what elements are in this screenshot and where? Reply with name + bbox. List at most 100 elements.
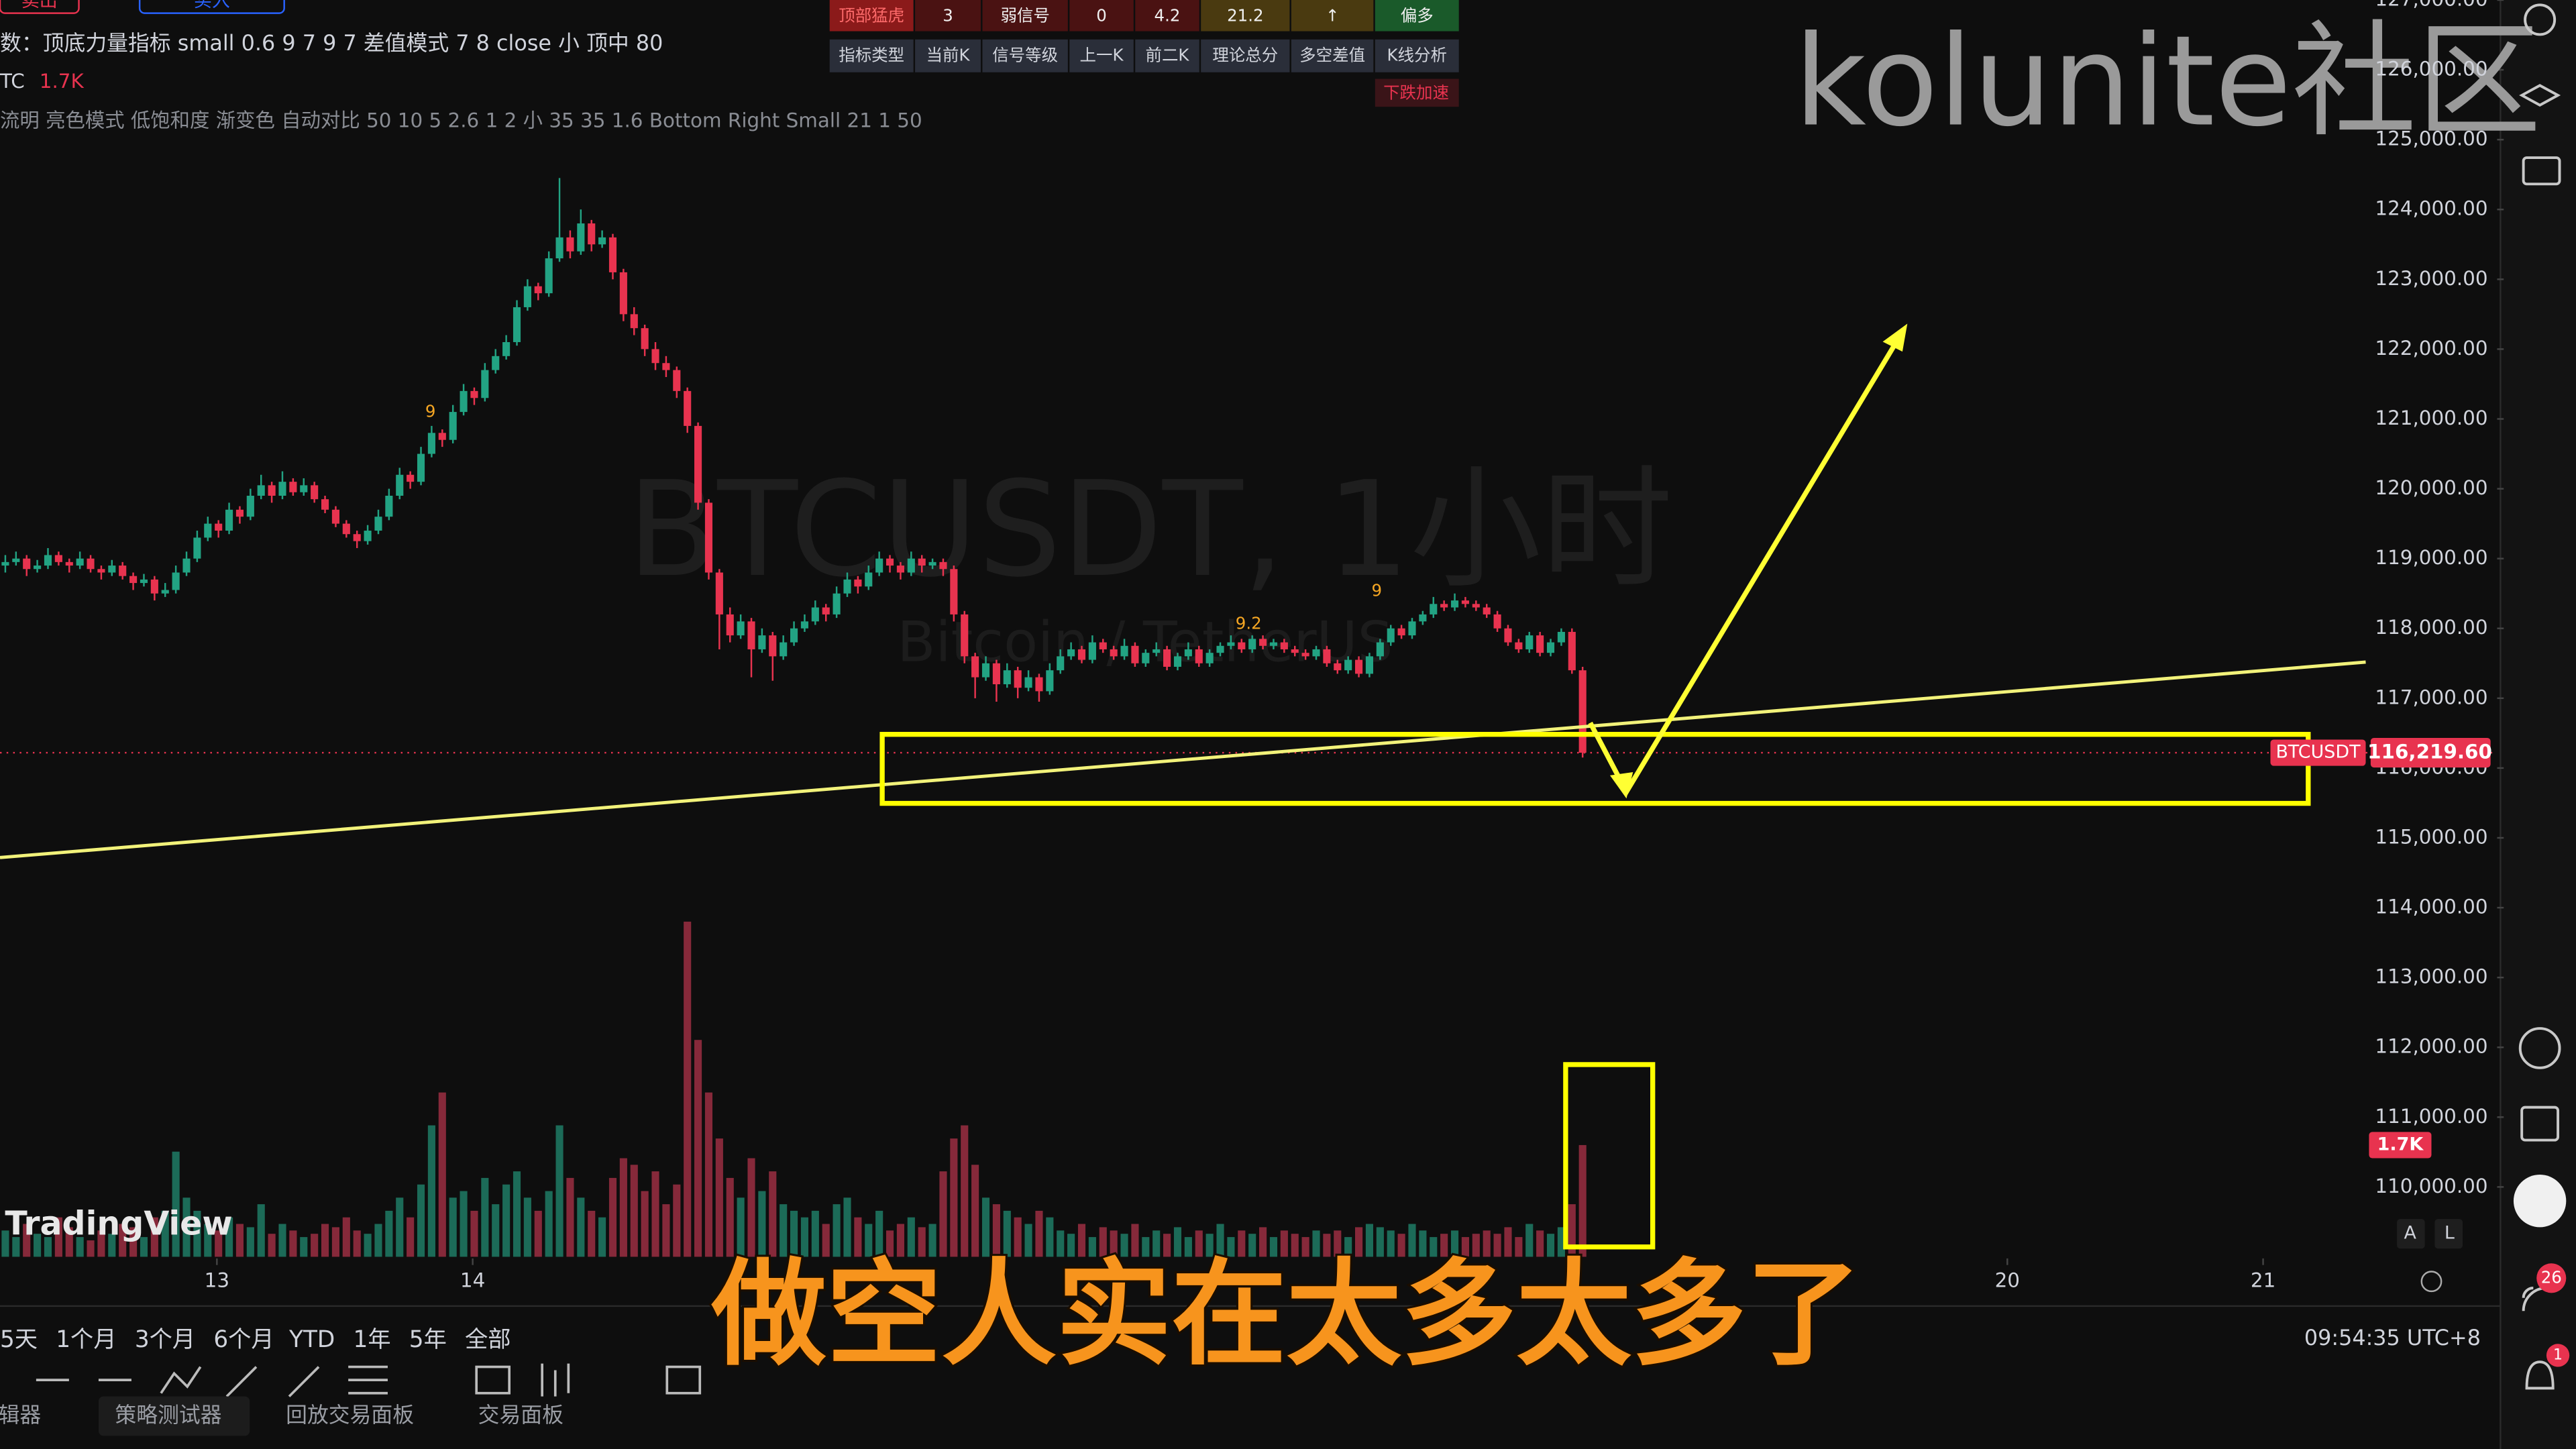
- candle-body: [651, 349, 659, 364]
- range-button[interactable]: 1个月: [56, 1326, 116, 1353]
- candle-body: [1430, 604, 1438, 614]
- candle-body: [790, 628, 798, 643]
- volume-bar: [492, 1204, 500, 1257]
- table-cell: [1201, 39, 1290, 72]
- chat-icon[interactable]: [2522, 156, 2561, 186]
- candle-body: [1461, 600, 1469, 604]
- volume-bar: [1099, 1227, 1107, 1257]
- tool-icon[interactable]: [288, 1366, 320, 1397]
- candle-body: [1515, 642, 1523, 649]
- x-tick-label: 13: [205, 1269, 229, 1292]
- candle-body: [694, 425, 702, 503]
- candle-body: [1269, 642, 1278, 646]
- table-cell: [1135, 0, 1199, 32]
- log-scale-button[interactable]: [2434, 1219, 2463, 1249]
- candle-body: [684, 390, 692, 426]
- candle-body: [278, 482, 286, 496]
- y-tick-label: 115,000.00: [2375, 825, 2487, 848]
- volume-bar: [981, 1197, 990, 1257]
- candle-body: [545, 258, 553, 294]
- volume-bar: [630, 1165, 638, 1257]
- active-tab: [98, 1396, 250, 1436]
- tool-icon[interactable]: [475, 1365, 511, 1395]
- volume-bar: [257, 1204, 265, 1257]
- candle-body: [1152, 649, 1161, 653]
- range-button[interactable]: 全部: [465, 1326, 511, 1353]
- range-button[interactable]: 5天: [0, 1326, 38, 1353]
- candle-body: [1301, 653, 1309, 657]
- volume-bar: [34, 1234, 42, 1257]
- tool-icon[interactable]: [541, 1363, 570, 1397]
- candle-body: [1035, 677, 1043, 692]
- buy-button[interactable]: [138, 0, 285, 14]
- layers-icon[interactable]: [2519, 84, 2561, 107]
- candle-body: [928, 561, 936, 566]
- volume-bar: [1269, 1237, 1278, 1257]
- volume-bar: [651, 1171, 659, 1257]
- y-tick-label: 110,000.00: [2375, 1175, 2487, 1197]
- tool-icon[interactable]: [665, 1365, 702, 1395]
- bell-icon[interactable]: [2525, 1360, 2555, 1390]
- volume-bar: [1291, 1234, 1299, 1257]
- candle-body: [1099, 642, 1107, 649]
- y-tick-label: 118,000.00: [2375, 616, 2487, 639]
- range-button[interactable]: 5年: [409, 1326, 447, 1353]
- table-cell: [1291, 0, 1374, 32]
- candle-body: [396, 474, 404, 496]
- volume-bar: [523, 1197, 531, 1257]
- range-button[interactable]: 1年: [354, 1326, 391, 1353]
- volume-bar: [470, 1210, 478, 1257]
- calendar-icon[interactable]: [2520, 1106, 2560, 1142]
- volume-bar: [225, 1217, 233, 1257]
- auto-scale-button[interactable]: [2397, 1219, 2425, 1249]
- candle-body: [1291, 649, 1299, 653]
- panel-tab[interactable]: 回放交易面板: [286, 1402, 414, 1428]
- volume-bar: [119, 1224, 127, 1257]
- y-tick-label: 123,000.00: [2375, 267, 2487, 290]
- candle-body: [992, 663, 1000, 684]
- candle-body: [1376, 642, 1384, 657]
- range-button[interactable]: YTD: [288, 1326, 335, 1353]
- tool-icon[interactable]: [348, 1365, 388, 1395]
- apps-button[interactable]: [2513, 1175, 2567, 1228]
- panel-tab[interactable]: 交易面板: [478, 1402, 564, 1428]
- tool-icon[interactable]: [225, 1366, 258, 1397]
- note-text: 下跌加速: [1383, 83, 1449, 103]
- candle-body: [662, 363, 670, 370]
- candle-body: [673, 370, 681, 391]
- candle-body: [1536, 635, 1544, 653]
- volume-bar: [971, 1165, 979, 1257]
- candle-body: [577, 223, 585, 252]
- candle-body: [1142, 653, 1150, 663]
- table-cell: [1375, 39, 1459, 72]
- settings-icon[interactable]: [2420, 1271, 2443, 1293]
- y-tick-label: 113,000.00: [2375, 965, 2487, 988]
- range-button[interactable]: 3个月: [135, 1326, 195, 1353]
- sell-button[interactable]: [0, 0, 80, 14]
- candle-body: [1546, 642, 1555, 653]
- volume-bar: [1003, 1210, 1011, 1257]
- candle-body: [353, 534, 361, 541]
- range-button[interactable]: 6个月: [213, 1326, 274, 1353]
- tool-icon[interactable]: [160, 1366, 202, 1394]
- volume-bar: [1205, 1234, 1214, 1257]
- panel-tab[interactable]: 策略测试器: [115, 1402, 221, 1428]
- range-bar: 5天 1个月 3个月 6个月 YTD 1年 5年 全部: [0, 1326, 511, 1353]
- tradingview-logo: TradingView: [5, 1204, 232, 1242]
- legend-volume: 1.7K: [40, 70, 85, 93]
- volume-bar: [289, 1230, 297, 1257]
- volume-bar: [215, 1230, 223, 1257]
- candle-body: [811, 607, 819, 622]
- trend-line: [0, 660, 2366, 859]
- volume-bar: [1387, 1230, 1395, 1257]
- volume-bar: [1546, 1234, 1555, 1257]
- clock-icon[interactable]: [2524, 3, 2557, 36]
- volume-bar: [1046, 1217, 1054, 1257]
- panel-tab[interactable]: 编辑器: [0, 1402, 41, 1428]
- y-tick-label: 122,000.00: [2375, 337, 2487, 360]
- arrow-head: [1610, 772, 1633, 799]
- volume-bar: [1419, 1230, 1427, 1257]
- candle-body: [1110, 649, 1118, 657]
- target-icon[interactable]: [2518, 1027, 2561, 1069]
- candle-body: [769, 635, 777, 657]
